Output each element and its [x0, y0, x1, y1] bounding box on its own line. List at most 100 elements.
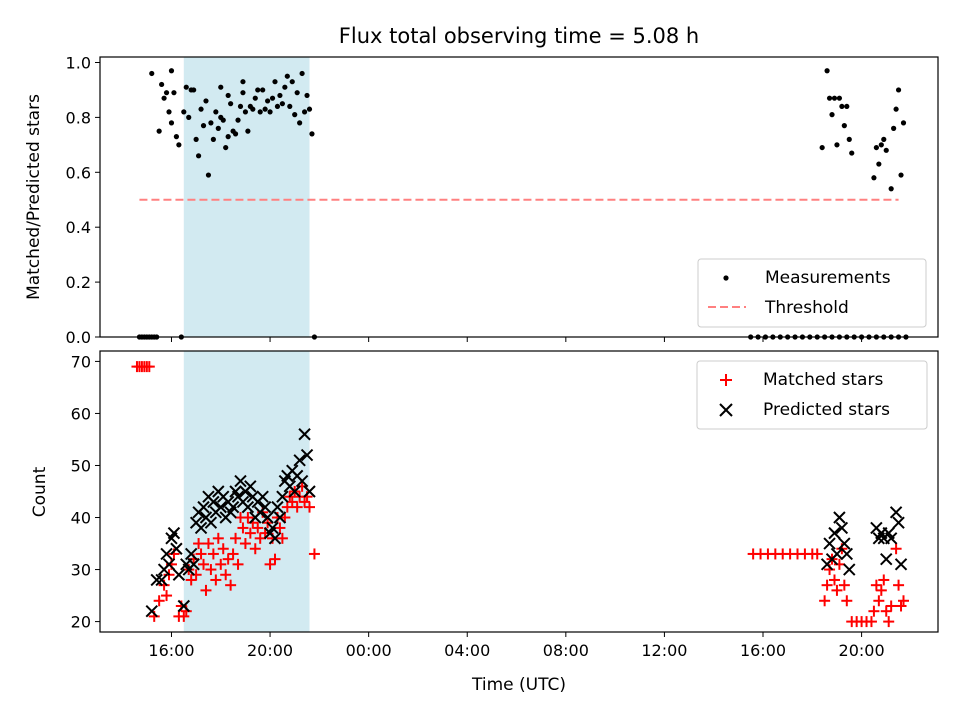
- matched-star-point: [299, 496, 311, 508]
- measurement-point: [173, 134, 180, 140]
- bottom-y-tick-label: 70: [71, 352, 91, 371]
- measurement-point: [831, 95, 838, 101]
- predicted-star-point: [162, 558, 176, 571]
- measurement-point: [301, 109, 308, 115]
- matched-star-point: [883, 616, 895, 628]
- measurement-point: [299, 70, 305, 77]
- x-tick-label: 08:00: [543, 641, 589, 660]
- matched-star-point: [885, 600, 897, 612]
- matched-star-point: [161, 590, 173, 602]
- measurement-point: [284, 73, 290, 79]
- measurement-point: [274, 103, 281, 110]
- measurement-point: [156, 128, 162, 134]
- measurement-point: [883, 147, 889, 153]
- predicted-star-point: [244, 480, 257, 493]
- predicted-star-point: [177, 599, 191, 613]
- measurement-point: [844, 103, 850, 110]
- measurement-point: [171, 90, 177, 96]
- matched-star-point: [198, 558, 210, 570]
- matched-star-point: [276, 532, 288, 544]
- measurement-point: [195, 153, 202, 159]
- measurement-point: [836, 95, 843, 101]
- bottom-x-ticks: 16:00 20:00 00:00 04:00 08:00 12:00 16:00 20:00: [148, 632, 885, 660]
- predicted-star-point: [184, 547, 198, 561]
- measurement-point: [282, 84, 288, 90]
- measurement-point: [228, 101, 234, 107]
- measurement-point: [824, 68, 830, 74]
- predicted-star-point: [273, 511, 287, 524]
- predicted-star-point: [187, 558, 200, 571]
- measurement-point: [873, 144, 879, 151]
- matched-star-point: [880, 605, 892, 617]
- matched-star-point: [269, 553, 281, 565]
- matched-star-point: [304, 501, 315, 513]
- matched-star-point: [242, 512, 254, 524]
- x-tick-label: 16:00: [148, 641, 194, 660]
- matched-star-point: [841, 595, 853, 607]
- measurement-point: [895, 87, 902, 93]
- measurement-point: [829, 112, 835, 118]
- measurement-point: [819, 144, 825, 151]
- matched-star-point: [143, 361, 155, 373]
- predicted-star-point: [155, 573, 168, 587]
- measurement-point: [218, 84, 224, 90]
- predicted-star-point: [214, 500, 227, 514]
- measurement-point: [876, 161, 882, 167]
- predicted-star-point: [303, 485, 316, 498]
- predicted-star-point: [288, 485, 301, 498]
- predicted-star-point: [160, 547, 173, 561]
- bottom-y-tick-label: 50: [71, 456, 91, 475]
- matched-star-point: [239, 538, 251, 550]
- measurement-point: [269, 95, 276, 101]
- top-y-axis-label: Matched/Predicted stars: [24, 94, 44, 300]
- measurement-point: [181, 109, 187, 115]
- matched-star-point: [220, 569, 232, 581]
- predicted-star-point: [276, 490, 289, 503]
- top-y-tick-label: 0.8: [66, 108, 91, 127]
- top-axes-frame: [99, 56, 939, 338]
- measurement-point: [166, 109, 172, 115]
- predicted-star-point: [241, 500, 255, 514]
- measurement-point: [225, 92, 231, 99]
- measurement-point: [225, 134, 231, 140]
- predicted-star-point: [256, 490, 269, 503]
- measurement-point: [846, 136, 852, 142]
- measurement-point: [223, 144, 229, 151]
- predicted-star-point: [840, 547, 854, 561]
- measurement-point: [200, 123, 207, 129]
- predicted-star-point: [234, 474, 247, 488]
- x-tick-label: 12:00: [641, 641, 687, 660]
- predicted-star-point: [884, 532, 898, 545]
- top-y-tick-label: 0.6: [66, 163, 91, 182]
- matched-star-point: [232, 558, 244, 570]
- predicted-star-point: [150, 573, 163, 587]
- matched-star-point: [178, 610, 190, 622]
- measurement-point: [287, 103, 293, 110]
- measurement-point: [242, 109, 249, 115]
- predicted-star-point: [194, 521, 208, 535]
- measurement-point: [168, 120, 175, 126]
- matched-star-point: [895, 600, 907, 612]
- measurement-point: [186, 114, 192, 120]
- measurement-point: [272, 79, 278, 85]
- top-y-tick-label: 0.0: [66, 328, 91, 347]
- measurement-point: [161, 95, 167, 101]
- predicted-star-point: [889, 506, 903, 519]
- matched-star-point: [153, 595, 165, 607]
- matched-star-point: [225, 579, 237, 591]
- measurement-point: [237, 103, 244, 110]
- matched-star-point: [833, 558, 845, 570]
- measurement-point: [208, 120, 214, 126]
- bottom-points-layer: [131, 361, 909, 628]
- measurement-point: [265, 98, 271, 104]
- matched-star-point: [190, 569, 202, 581]
- measurement-point: [849, 150, 855, 156]
- measurement-point: [834, 142, 840, 148]
- x-tick-label: 16:00: [740, 641, 786, 660]
- matched-star-point: [286, 496, 298, 508]
- measurement-point: [279, 101, 285, 107]
- matched-star-point: [831, 584, 843, 596]
- measurement-point: [878, 142, 884, 148]
- predicted-star-point: [823, 537, 836, 550]
- measurement-point: [250, 106, 256, 112]
